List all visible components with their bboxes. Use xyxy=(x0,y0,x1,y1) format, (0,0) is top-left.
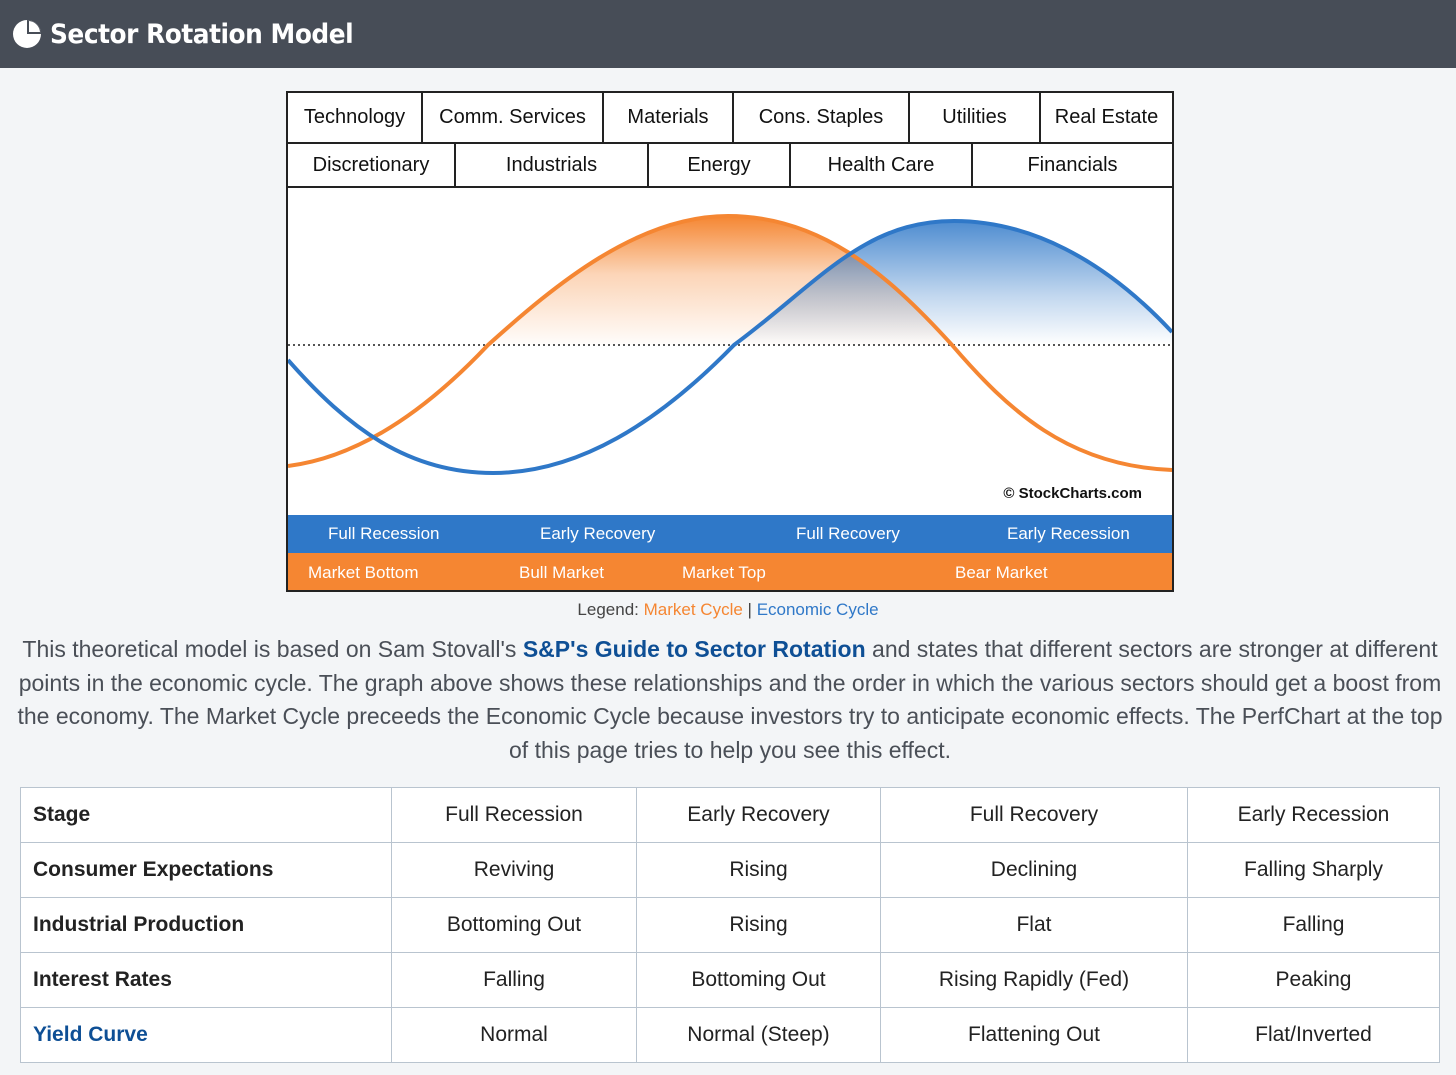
econ-full-recession: Full Recession xyxy=(328,524,440,543)
sector-rotation-figure: Technology Comm. Services Materials Cons… xyxy=(286,91,1174,592)
table-cell: Rising Rapidly (Fed) xyxy=(880,952,1188,1008)
stages-table: Stage Full Recession Early Recovery Full… xyxy=(20,787,1440,1063)
description: This theoretical model is based on Sam S… xyxy=(14,633,1446,767)
bull-market: Bull Market xyxy=(519,562,605,582)
econ-full-recovery: Full Recovery xyxy=(796,524,900,543)
table-cell: Falling xyxy=(391,952,637,1008)
legend: Legend: Market Cycle | Economic Cycle xyxy=(0,600,1456,620)
page-title: Sector Rotation Model xyxy=(50,18,354,50)
econ-early-recession: Early Recession xyxy=(1007,524,1130,543)
sector-real-estate: Real Estate xyxy=(1054,106,1159,128)
description-intro: This theoretical model is based on Sam S… xyxy=(22,636,523,662)
economic-cycle-band: Full Recession Early Recovery Full Recov… xyxy=(288,515,1172,553)
legend-economic-cycle: Economic Cycle xyxy=(756,600,879,619)
table-cell: Early Recession xyxy=(1187,787,1440,843)
economic-cycle-fill xyxy=(734,221,1172,345)
legend-market-cycle: Market Cycle xyxy=(643,600,743,619)
row-label-interest-rates: Interest Rates xyxy=(20,952,392,1008)
econ-early-recovery: Early Recovery xyxy=(540,524,656,543)
economic-cycle-line xyxy=(288,218,1172,476)
table-cell: Reviving xyxy=(391,842,637,898)
table-cell: Full Recovery xyxy=(880,787,1188,843)
sector-cons-staples: Cons. Staples xyxy=(734,93,910,142)
sector-materials: Materials xyxy=(604,93,734,142)
market-cycle-band: Market Bottom Bull Market Market Top Bea… xyxy=(288,553,1172,590)
table-cell: Rising xyxy=(636,842,881,898)
market-cycle-line xyxy=(288,213,1172,472)
sector-discretionary: Discretionary xyxy=(288,144,456,186)
sector-row-2: Discretionary Industrials Energy Health … xyxy=(288,144,1172,188)
pie-chart-icon xyxy=(13,20,41,48)
table-cell: Flat/Inverted xyxy=(1187,1007,1440,1063)
cycle-plot xyxy=(288,213,1172,476)
table-row: Interest Rates Falling Bottoming Out Ris… xyxy=(20,952,1440,1008)
sector-industrials: Industrials xyxy=(456,144,649,186)
table-cell: Declining xyxy=(880,842,1188,898)
table-cell: Flat xyxy=(880,897,1188,953)
sector-utilities: Utilities xyxy=(910,93,1041,142)
table-cell: Peaking xyxy=(1187,952,1440,1008)
row-label-consumer-expectations: Consumer Expectations xyxy=(20,842,392,898)
table-cell: Normal xyxy=(391,1007,637,1063)
table-cell: Flattening Out xyxy=(880,1007,1188,1063)
table-cell: Bottoming Out xyxy=(391,897,637,953)
table-row: Yield Curve Normal Normal (Steep) Flatte… xyxy=(20,1007,1440,1063)
table-cell: Normal (Steep) xyxy=(636,1007,881,1063)
copyright-label: © StockCharts.com xyxy=(1003,485,1142,502)
market-bottom: Market Bottom xyxy=(308,562,419,582)
row-label-stage: Stage xyxy=(20,787,392,843)
legend-prefix: Legend: xyxy=(577,600,639,619)
table-row: Industrial Production Bottoming Out Risi… xyxy=(20,897,1440,953)
sector-row-1: Technology Comm. Services Materials Cons… xyxy=(288,93,1172,144)
sp-guide-link[interactable]: S&P's Guide to Sector Rotation xyxy=(522,636,866,662)
top-bar: Sector Rotation Model xyxy=(0,0,1456,68)
table-row: Consumer Expectations Reviving Rising De… xyxy=(20,842,1440,898)
sector-health-care: Health Care xyxy=(791,144,973,186)
table-cell: Falling xyxy=(1187,897,1440,953)
table-cell: Falling Sharply xyxy=(1187,842,1440,898)
sector-financials: Financials xyxy=(1027,153,1118,176)
description-body: and states that different sectors are st… xyxy=(17,636,1443,763)
market-top: Market Top xyxy=(682,562,766,582)
bear-market: Bear Market xyxy=(955,562,1048,582)
table-cell: Full Recession xyxy=(391,787,637,843)
yield-curve-link[interactable]: Yield Curve xyxy=(20,1007,392,1063)
table-cell: Rising xyxy=(636,897,881,953)
table-cell: Early Recovery xyxy=(636,787,881,843)
table-cell: Bottoming Out xyxy=(636,952,881,1008)
sector-comm-services: Comm. Services xyxy=(423,93,604,142)
table-row: Stage Full Recession Early Recovery Full… xyxy=(20,787,1440,843)
legend-separator: | xyxy=(747,600,752,619)
sector-technology: Technology xyxy=(288,93,423,142)
row-label-industrial-production: Industrial Production xyxy=(20,897,392,953)
sector-energy: Energy xyxy=(649,144,791,186)
